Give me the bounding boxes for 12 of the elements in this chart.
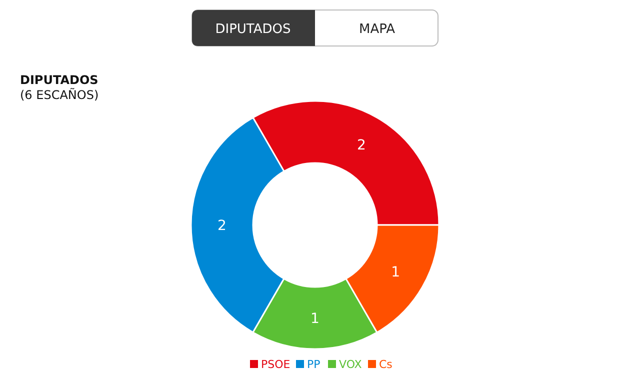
data-label: 1 [391, 264, 400, 280]
data-label: 1 [310, 311, 320, 327]
text: MAPA [358, 22, 396, 37]
data-label: 2 [357, 137, 366, 154]
legend-label: PSOE [261, 358, 290, 371]
text: DIPUTADOS [215, 22, 291, 37]
legend-label: Cs [379, 358, 393, 371]
text: DIPUTADOS [20, 73, 98, 87]
text: (6 ESCAÑOS) [20, 87, 99, 102]
legend-label: PP [307, 358, 321, 371]
legend-label: VOX [339, 358, 362, 371]
data-label: 2 [218, 218, 226, 234]
